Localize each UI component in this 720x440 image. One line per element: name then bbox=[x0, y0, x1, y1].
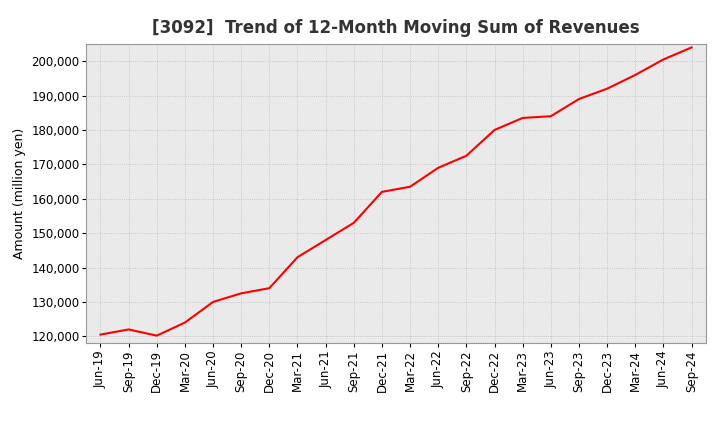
Y-axis label: Amount (million yen): Amount (million yen) bbox=[13, 128, 26, 259]
Title: [3092]  Trend of 12-Month Moving Sum of Revenues: [3092] Trend of 12-Month Moving Sum of R… bbox=[152, 19, 640, 37]
